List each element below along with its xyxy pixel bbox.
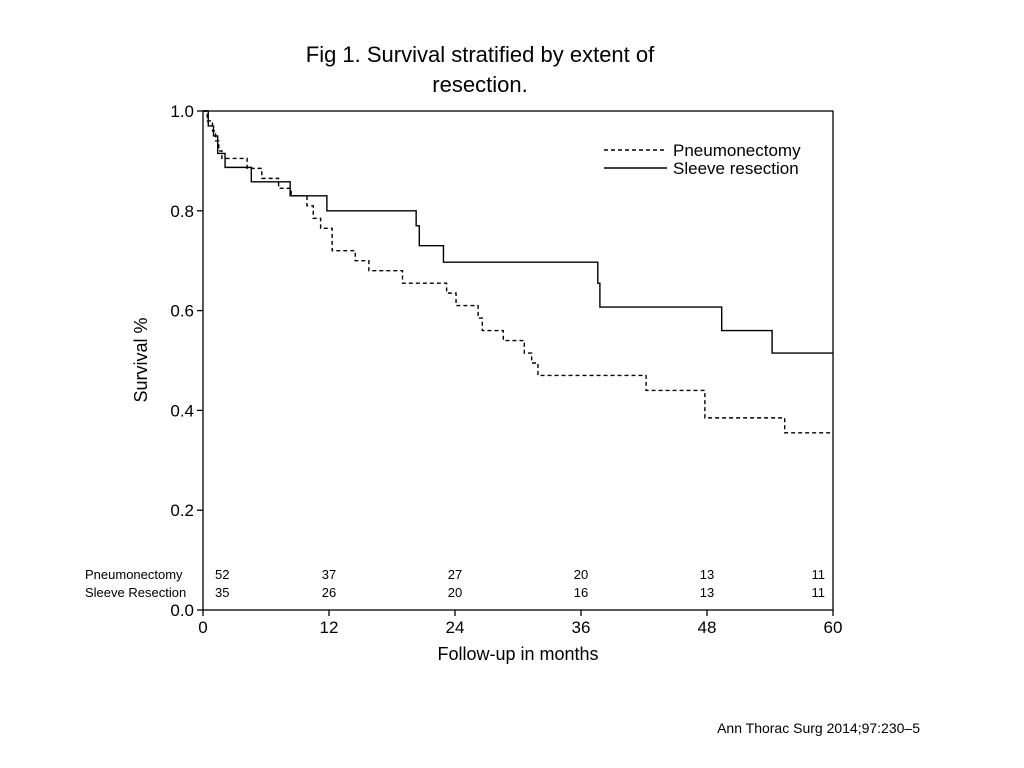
risk-row-label: Pneumonectomy bbox=[85, 567, 183, 582]
slide-title: Fig 1. Survival stratified by extent of … bbox=[280, 40, 680, 100]
legend-label: Sleeve resection bbox=[673, 159, 799, 178]
y-tick-label: 0.6 bbox=[170, 302, 194, 321]
series-line-sleeve-resection bbox=[203, 110, 833, 354]
risk-row-label: Sleeve Resection bbox=[85, 585, 186, 600]
risk-value: 11 bbox=[812, 585, 826, 600]
citation: Ann Thorac Surg 2014;97:230–5 bbox=[717, 720, 920, 736]
slide-title-line-2: resection. bbox=[432, 72, 528, 97]
y-axis-title: Survival % bbox=[131, 317, 151, 402]
risk-value: 27 bbox=[448, 567, 462, 582]
legend-label: Pneumonectomy bbox=[673, 141, 801, 160]
x-tick-label: 36 bbox=[572, 618, 591, 637]
risk-value: 11 bbox=[812, 567, 826, 582]
y-tick-label: 0.2 bbox=[170, 501, 194, 520]
risk-value: 20 bbox=[448, 585, 462, 600]
plot-border bbox=[202, 110, 834, 611]
y-tick-label: 0.0 bbox=[170, 601, 194, 620]
risk-value: 13 bbox=[700, 585, 714, 600]
risk-value: 35 bbox=[215, 585, 229, 600]
risk-value: 16 bbox=[574, 585, 588, 600]
risk-value: 37 bbox=[322, 567, 336, 582]
series-layer bbox=[203, 110, 833, 434]
y-tick-label: 0.8 bbox=[170, 202, 194, 221]
y-tick-label: 0.4 bbox=[170, 401, 194, 420]
x-tick-label: 24 bbox=[446, 618, 465, 637]
risk-value: 13 bbox=[700, 567, 714, 582]
x-tick-label: 0 bbox=[198, 618, 207, 637]
series-line-pneumonectomy bbox=[203, 110, 833, 434]
y-axis: 0.0 0.2 0.4 0.6 0.8 1.0 bbox=[170, 102, 203, 620]
plot-area bbox=[202, 110, 834, 611]
x-axis: 0 12 24 36 48 60 bbox=[198, 610, 842, 637]
x-tick-label: 48 bbox=[698, 618, 717, 637]
numbers-at-risk-table: Pneumonectomy 52 37 27 20 13 11 Sleeve Resectio… bbox=[85, 567, 825, 600]
slide-title-line-1: Fig 1. Survival stratified by extent of bbox=[305, 42, 655, 67]
y-tick-label: 1.0 bbox=[170, 102, 194, 121]
x-axis-title: Follow-up in months bbox=[437, 644, 598, 664]
x-tick-label: 12 bbox=[320, 618, 339, 637]
x-tick-label: 60 bbox=[824, 618, 843, 637]
risk-value: 52 bbox=[215, 567, 229, 582]
risk-value: 20 bbox=[574, 567, 588, 582]
risk-value: 26 bbox=[322, 585, 336, 600]
